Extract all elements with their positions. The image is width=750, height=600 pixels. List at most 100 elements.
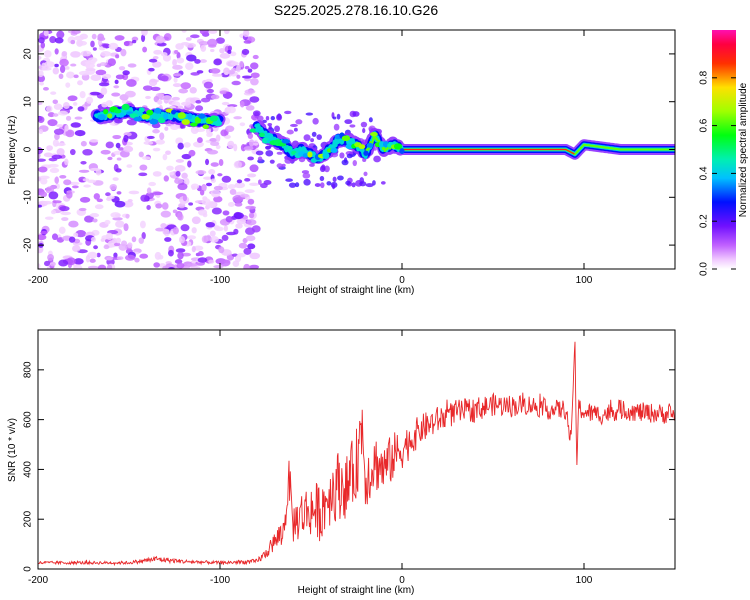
spectrogram-noise-blob bbox=[38, 158, 47, 162]
spectrogram-noise-blob bbox=[47, 163, 59, 168]
spectrogram-noise-blob bbox=[105, 192, 111, 197]
spectrogram-transition-blob bbox=[337, 175, 344, 181]
spectrogram-noise-blob bbox=[38, 70, 44, 78]
spectrogram-noise-blob bbox=[98, 82, 110, 87]
snr-x-tick-label: -200 bbox=[28, 575, 48, 586]
spectrogram-noise-blob bbox=[175, 248, 186, 253]
colorbar-tick-label: 0.8 bbox=[699, 70, 710, 84]
snr-frame bbox=[37, 329, 676, 570]
spectrogram-noise-blob bbox=[165, 150, 171, 155]
spectrogram-noise-blob bbox=[45, 105, 53, 113]
spectrogram-ridge-bead bbox=[358, 144, 366, 150]
snr-x-tick-label: 100 bbox=[576, 575, 593, 586]
spectrogram-transition-blob bbox=[336, 113, 341, 120]
spectrogram-noise-blob bbox=[124, 254, 136, 261]
spectrogram-noise-blob bbox=[103, 244, 110, 250]
spectrogram-noise-blob bbox=[73, 264, 83, 269]
spectrogram-noise-blob bbox=[227, 104, 238, 108]
spectrogram-noise-blob bbox=[238, 161, 243, 168]
spectrogram-noise-blob bbox=[185, 37, 192, 41]
colorbar-tick-label: 0.6 bbox=[699, 118, 710, 132]
spectrogram-noise-blob bbox=[172, 209, 178, 214]
spectrogram-noise-blob bbox=[70, 39, 76, 45]
spectrogram-noise-blob bbox=[163, 175, 169, 182]
spectrogram-noise-blob bbox=[109, 184, 118, 191]
spectrogram-noise-blob bbox=[141, 34, 146, 43]
spectrogram-noise-blob bbox=[172, 226, 179, 235]
spectrogram-noise-blob bbox=[217, 173, 223, 177]
spectrogram-noise-blob bbox=[78, 207, 87, 212]
spectrogram-noise-blob bbox=[92, 218, 98, 223]
spectrogram-noise-blob bbox=[148, 181, 157, 187]
spectrogram-noise-blob bbox=[70, 63, 77, 67]
spectrogram-transition-blob bbox=[332, 116, 337, 120]
spectrogram-noise-blob bbox=[177, 212, 183, 221]
spectrogram-y-tick-label: 20 bbox=[23, 48, 34, 60]
spectrogram-noise-blob bbox=[89, 258, 96, 263]
spectrogram-noise-blob bbox=[233, 116, 242, 120]
spectrogram-transition-blob bbox=[286, 129, 294, 135]
spectrogram-noise-blob bbox=[49, 261, 56, 267]
spectrogram-noise-blob bbox=[197, 137, 203, 144]
spectrogram-noise-blob bbox=[78, 169, 90, 173]
spectrogram-noise-blob bbox=[221, 101, 230, 106]
spectrogram-noise-blob bbox=[199, 189, 205, 196]
spectrogram-noise-blob bbox=[89, 213, 100, 218]
spectrogram-noise-blob bbox=[213, 58, 222, 66]
spectrogram-ridge-bead bbox=[146, 109, 154, 116]
spectrogram-noise-blob bbox=[102, 44, 109, 48]
spectrogram-noise-blob bbox=[52, 113, 59, 117]
spectrogram-noise-blob bbox=[159, 132, 165, 140]
spectrogram-noise-blob bbox=[236, 179, 243, 184]
spectrogram-noise-blob bbox=[181, 153, 192, 160]
spectrogram-noise-blob bbox=[177, 183, 188, 191]
spectrogram-noise-blob bbox=[49, 167, 60, 174]
spectrogram-noise-blob bbox=[78, 70, 90, 76]
spectrogram-noise-blob bbox=[177, 251, 184, 260]
spectrogram-noise-blob bbox=[66, 257, 76, 266]
spectrogram-transition-blob bbox=[295, 119, 303, 125]
spectrogram-ridge-bead bbox=[121, 103, 130, 111]
spectrogram-noise-blob bbox=[124, 90, 136, 98]
spectrogram-y-tick-label: -20 bbox=[23, 237, 34, 252]
spectrogram-noise-blob bbox=[66, 190, 73, 199]
spectrogram-noise-blob bbox=[174, 178, 184, 185]
spectrogram-noise-blob bbox=[85, 62, 96, 69]
spectrogram-noise-blob bbox=[54, 63, 59, 68]
spectrogram-noise-blob bbox=[139, 164, 148, 171]
spectrogram-noise-blob bbox=[241, 48, 250, 55]
spectrogram-noise-blob bbox=[225, 231, 237, 236]
spectrogram-noise-blob bbox=[38, 101, 43, 106]
spectrogram-noise-blob bbox=[126, 119, 137, 126]
spectrogram-noise-blob bbox=[79, 196, 91, 203]
spectrogram-noise-blob bbox=[107, 58, 117, 67]
spectrogram-noise-blob bbox=[225, 91, 231, 99]
spectrogram-noise-blob bbox=[203, 176, 213, 180]
spectrogram-y-label: Frequency (Hz) bbox=[7, 116, 18, 185]
spectrogram-transition-blob bbox=[310, 138, 315, 143]
spectrogram-noise-blob bbox=[138, 237, 144, 244]
spectrogram-noise-blob bbox=[111, 92, 121, 97]
spectrogram-y-axis: -20 -10 0 10 20 bbox=[23, 48, 675, 252]
spectrogram-noise-blob bbox=[218, 246, 225, 254]
spectrogram-noise-blob bbox=[157, 99, 163, 105]
spectrogram-noise-blob bbox=[80, 161, 87, 165]
spectrogram-noise-blob bbox=[77, 40, 88, 46]
spectrogram-noise-blob bbox=[249, 164, 259, 173]
spectrogram-noise-blob bbox=[68, 181, 80, 186]
spectrogram-ridge-bead bbox=[281, 139, 291, 144]
spectrogram-transition-blob bbox=[305, 112, 314, 116]
spectrogram-noise-blob bbox=[224, 30, 230, 35]
spectrogram-x-tick-label: 100 bbox=[576, 275, 593, 286]
spectrogram-noise-blob bbox=[113, 252, 118, 258]
spectrogram-noise-blob bbox=[176, 57, 185, 64]
spectrogram-noise-blob bbox=[150, 86, 161, 92]
spectrogram-noise-blob bbox=[123, 223, 129, 232]
spectrogram-noise-blob bbox=[43, 152, 53, 158]
spectrogram-noise-blob bbox=[191, 227, 197, 234]
spectrogram-noise-blob bbox=[40, 41, 46, 49]
spectrogram-noise-blob bbox=[250, 72, 260, 79]
spectrogram-noise-blob bbox=[219, 52, 231, 59]
spectrogram-noise-blob bbox=[171, 96, 180, 101]
spectrogram-noise-blob bbox=[72, 245, 81, 253]
